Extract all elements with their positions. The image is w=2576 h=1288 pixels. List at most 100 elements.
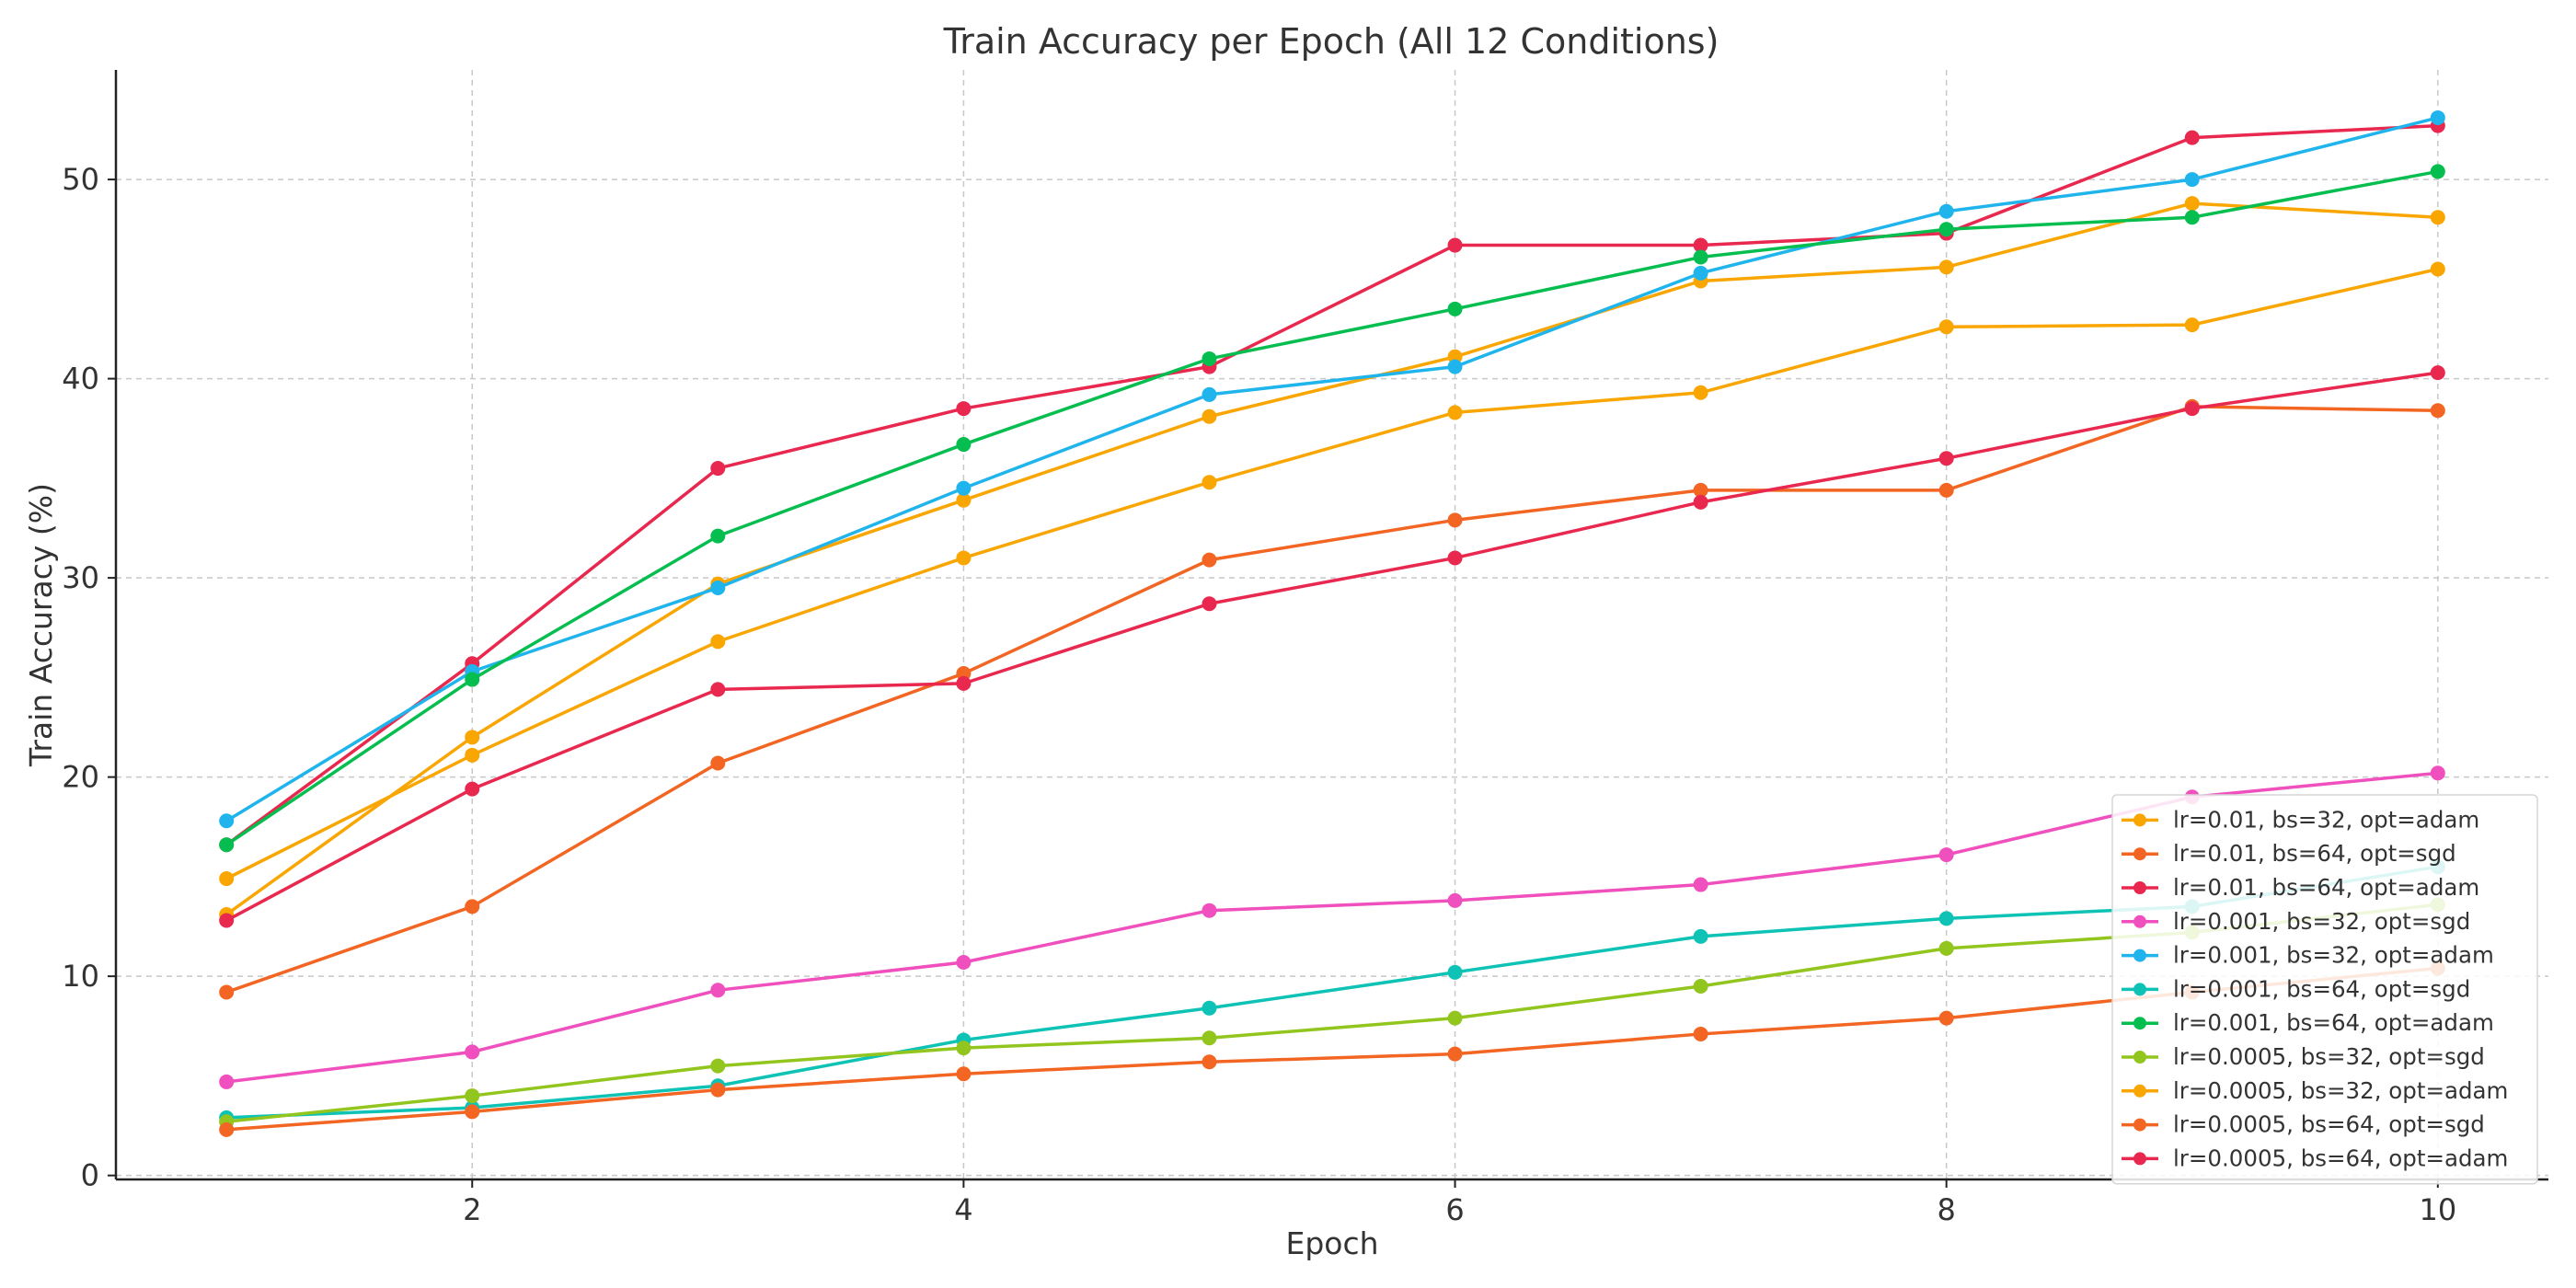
legend-label: lr=0.0005, bs=64, opt=sgd [2173,1111,2485,1138]
series-line [225,771,2438,1084]
data-point [956,492,972,508]
data-point [1938,1010,1954,1026]
series-7 [219,164,2445,853]
data-point [956,437,972,453]
data-point [219,984,235,1000]
data-point [2184,196,2200,212]
legend-item: lr=0.001, bs=64, opt=adam [2122,1009,2494,1036]
data-point [1693,249,1708,265]
data-point [710,983,726,998]
data-point [1202,552,1217,568]
data-point [710,634,726,650]
legend-item: lr=0.001, bs=32, opt=adam [2122,942,2494,969]
legend-swatch-marker [2133,813,2146,827]
data-point [1202,596,1217,612]
data-point [1693,928,1708,944]
series-line [225,169,2439,846]
series-3 [219,118,2445,853]
legend-item: lr=0.0005, bs=64, opt=sgd [2122,1111,2485,1138]
data-point [2430,261,2445,277]
data-point [1447,405,1463,420]
legend-label: lr=0.001, bs=32, opt=adam [2173,942,2494,969]
data-point [1693,385,1708,400]
data-point [1693,265,1708,281]
y-tick-label: 50 [62,162,99,197]
data-point [2430,765,2445,781]
legend-label: lr=0.01, bs=32, opt=adam [2173,806,2479,833]
legend-label: lr=0.0005, bs=32, opt=adam [2173,1077,2508,1104]
data-point [710,1082,726,1098]
data-point [1202,351,1217,366]
data-point [465,781,480,797]
data-point [1938,911,1954,926]
series-4 [219,765,2445,1089]
data-point [1693,877,1708,892]
data-point [1447,301,1463,316]
data-point [1938,451,1954,466]
data-point [1447,1010,1463,1026]
legend-swatch-marker [2133,1051,2146,1064]
data-point [1693,237,1708,253]
legend-swatch-marker [2133,1017,2146,1030]
legend-item: lr=0.01, bs=64, opt=sgd [2122,840,2456,867]
data-point [1447,964,1463,980]
y-tick-label: 40 [62,362,99,397]
data-point [956,1041,972,1056]
data-point [956,480,972,496]
data-point [1938,222,1954,237]
series-11 [219,365,2445,928]
tick-labels: 2 4 6 8 10 0 10 20 30 40 50 [62,162,2456,1227]
x-tick-label: 6 [1445,1192,1464,1227]
data-point [2184,401,2200,417]
data-point [1202,903,1217,918]
legend-swatch-marker [2133,1084,2146,1098]
legend-item: lr=0.01, bs=32, opt=adam [2122,806,2479,833]
legend-swatch-marker [2133,1152,2146,1166]
data-point [1938,940,1954,956]
series-line [226,865,2439,1120]
data-point [956,1066,972,1082]
legend-item: lr=0.01, bs=64, opt=adam [2122,874,2479,901]
series-9 [219,261,2445,887]
series-line [225,267,2439,880]
data-point [219,813,235,829]
legend-swatch-marker [2133,847,2146,861]
data-point [465,672,480,687]
data-point [1202,408,1217,424]
legend-label: lr=0.01, bs=64, opt=sgd [2173,840,2456,867]
data-point [1447,892,1463,908]
data-point [1447,359,1463,374]
y-tick-label: 0 [81,1158,99,1193]
data-point [1693,494,1708,510]
data-point [1447,550,1463,566]
legend-swatch-marker [2133,1118,2146,1132]
y-tick-label: 30 [62,560,99,595]
series-line [225,201,2438,916]
y-tick-label: 20 [62,760,99,795]
series-line [225,116,2439,822]
data-point [1202,1000,1217,1016]
series-layer [219,109,2445,1137]
data-point [219,1074,235,1089]
legend-item: lr=0.001, bs=32, opt=sgd [2122,908,2470,935]
data-point [2184,130,2200,145]
legend-item: lr=0.001, bs=64, opt=sgd [2122,975,2470,1002]
data-point [1202,1054,1217,1070]
data-point [710,682,726,697]
legend-swatch-marker [2133,983,2146,996]
data-point [956,550,972,566]
data-point [1202,386,1217,402]
series-line [225,903,2439,1123]
legend-label: lr=0.001, bs=64, opt=adam [2173,1009,2494,1036]
data-point [956,675,972,691]
data-point [219,1121,235,1137]
x-tick-label: 10 [2419,1192,2456,1227]
data-point [710,755,726,771]
series-10 [219,960,2445,1137]
data-point [710,580,726,595]
legend-swatch-marker [2133,949,2146,962]
x-tick-label: 4 [954,1192,972,1227]
data-point [465,1088,480,1104]
x-tick-label: 8 [1937,1192,1955,1227]
